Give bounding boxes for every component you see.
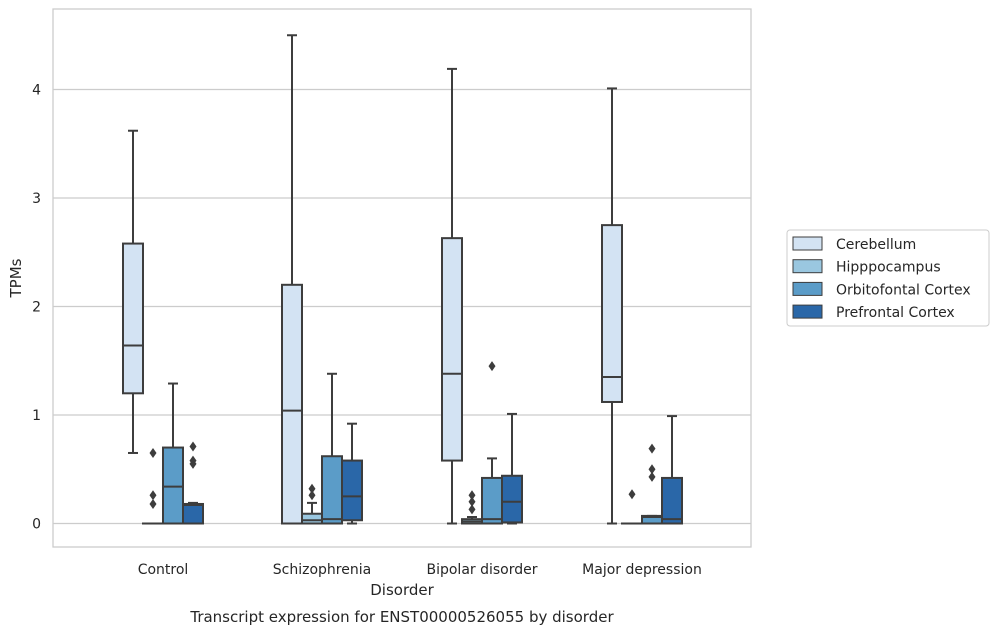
- iqr-box: [501, 474, 523, 524]
- box-prefrontal-cortex-3: [661, 415, 683, 525]
- outlier-point: [628, 489, 636, 500]
- iqr-box: [122, 242, 144, 395]
- legend-swatch-1: [792, 259, 823, 274]
- outlier-point: [308, 483, 316, 494]
- legend-label: Hipppocampus: [836, 260, 941, 276]
- legend-swatch-3: [792, 304, 823, 319]
- y-tick-label: 3: [32, 191, 41, 207]
- box-hipppocampus-2: [461, 490, 483, 525]
- box-hipppocampus-0: [142, 447, 164, 525]
- y-tick-label: 4: [32, 83, 41, 99]
- outlier-point: [189, 458, 197, 469]
- outlier-point: [308, 490, 316, 501]
- legend-swatch-0: [792, 236, 823, 251]
- iqr-box: [301, 512, 323, 525]
- x-axis-title: Disorder: [370, 581, 434, 599]
- iqr-box: [481, 476, 503, 525]
- box-groups: [122, 34, 683, 525]
- iqr-box: [661, 476, 683, 525]
- outlier-point: [149, 498, 157, 509]
- legend-label: Prefrontal Cortex: [836, 305, 955, 321]
- outlier-point: [648, 443, 656, 454]
- y-axis-title: TPMs: [7, 258, 25, 298]
- outlier-point: [648, 471, 656, 482]
- box-prefrontal-cortex-1: [341, 422, 363, 525]
- iqr-box: [441, 237, 463, 462]
- y-tick-label: 1: [32, 408, 41, 424]
- x-tick-label: Schizophrenia: [273, 562, 371, 578]
- iqr-box: [162, 446, 184, 525]
- chart-caption: Transcript expression for ENST0000052605…: [189, 608, 614, 626]
- outlier-point: [468, 496, 476, 507]
- iqr-box: [281, 283, 303, 525]
- x-tick-label: Major depression: [582, 562, 702, 578]
- outlier-point: [468, 504, 476, 515]
- iqr-box: [321, 455, 343, 525]
- legend: Cerebellum Hipppocampus Orbitofontal Corte…: [786, 229, 990, 327]
- legend-label: Cerebellum: [836, 237, 916, 253]
- box-cerebellum-3: [601, 87, 623, 525]
- box-orbitofontal-cortex-3: [641, 443, 663, 525]
- outlier-point: [648, 464, 656, 475]
- x-tick-label: Control: [138, 562, 189, 578]
- box-prefrontal-cortex-0: [182, 441, 204, 525]
- box-prefrontal-cortex-2: [501, 412, 523, 525]
- box-cerebellum-0: [122, 129, 144, 454]
- box-cerebellum-2: [441, 67, 463, 525]
- y-axis-ticks: 0 1 2 3 4: [32, 83, 41, 533]
- x-axis-ticks: Control Schizophrenia Bipolar disorder Majo…: [138, 562, 702, 578]
- outlier-point: [488, 361, 496, 372]
- outlier-point: [189, 441, 197, 452]
- legend-swatch-2: [792, 281, 823, 296]
- y-tick-label: 2: [32, 300, 41, 316]
- y-tick-label: 0: [32, 517, 41, 533]
- box-orbitofontal-cortex-0: [162, 382, 184, 525]
- outlier-point: [149, 447, 157, 458]
- x-tick-label: Bipolar disorder: [426, 562, 537, 578]
- legend-label: Orbitofontal Cortex: [836, 282, 971, 298]
- outlier-point: [468, 490, 476, 501]
- box-cerebellum-1: [281, 34, 303, 525]
- iqr-box: [341, 459, 363, 522]
- iqr-box: [182, 502, 204, 525]
- iqr-box: [601, 224, 623, 403]
- legend-frame: [786, 229, 990, 327]
- outlier-point: [149, 490, 157, 501]
